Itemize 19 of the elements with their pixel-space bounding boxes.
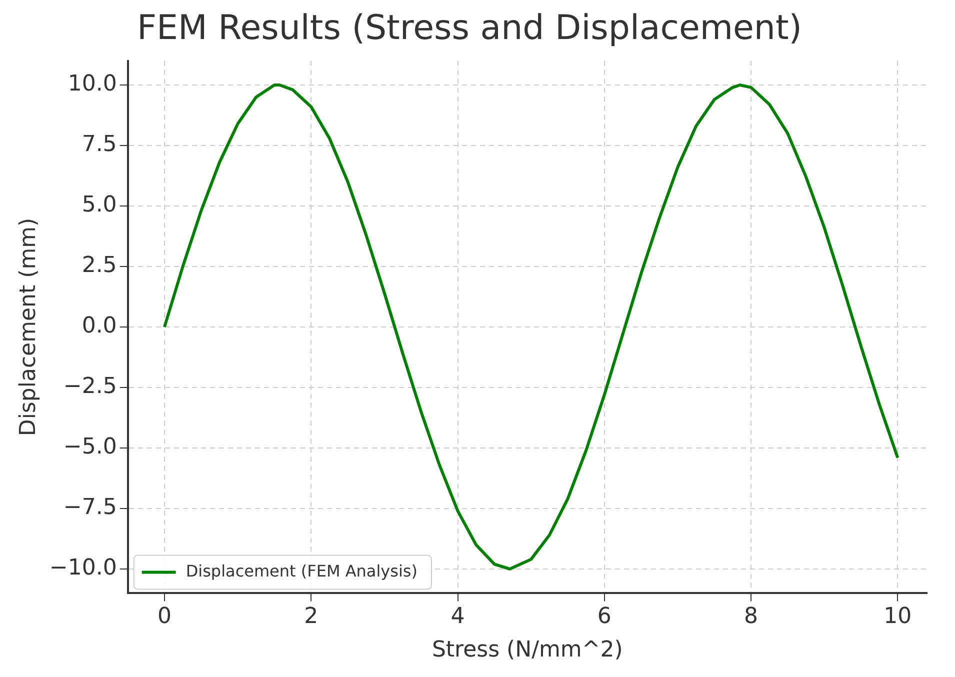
- x-axis-title: Stress (N/mm^2): [432, 638, 623, 663]
- x-tick-label: 8: [744, 604, 758, 630]
- x-tick-label: 2: [304, 604, 318, 630]
- y-tick-label: 10.0: [68, 72, 117, 97]
- y-tick-label: −7.5: [63, 495, 117, 520]
- x-tick-label: 10: [884, 604, 912, 630]
- chart-title: FEM Results (Stress and Displacement): [136, 8, 802, 48]
- y-tick-label: −5.0: [63, 434, 117, 460]
- legend-label: Displacement (FEM Analysis): [186, 561, 418, 580]
- y-tick-label: −10.0: [49, 556, 117, 581]
- y-tick-label: 2.5: [82, 253, 117, 278]
- x-tick-label: 0: [157, 604, 172, 630]
- x-tick-label: 4: [450, 604, 465, 630]
- y-tick-label: 5.0: [82, 192, 117, 218]
- x-tick-label: 6: [597, 604, 612, 630]
- y-axis-title: Displacement (mm): [16, 218, 41, 436]
- y-tick-label: −2.5: [63, 374, 117, 400]
- y-tick-label: 7.5: [82, 132, 117, 158]
- y-tick-label: 0.0: [82, 314, 117, 339]
